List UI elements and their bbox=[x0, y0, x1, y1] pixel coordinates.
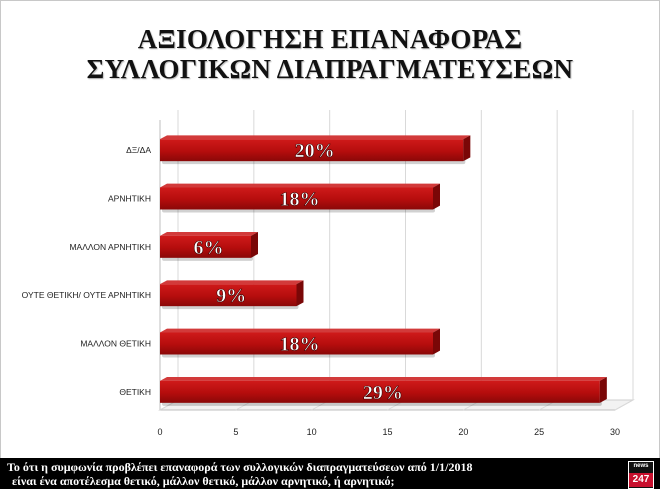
question-line-1: Το ότι η συμφωνία προβλέπει επαναφορά τω… bbox=[7, 460, 473, 474]
category-label: ΟΥΤΕ ΘΕΤΙΚΗ/ ΟΥΤΕ ΑΡΝΗΤΙΚΗ bbox=[22, 290, 151, 300]
bar: 20% bbox=[160, 135, 471, 165]
x-tick-label: 15 bbox=[382, 427, 392, 437]
bars: 20% 18% 6% 9% 18% 29% bbox=[160, 135, 607, 406]
bar-top-face bbox=[160, 280, 304, 285]
bar-top-face bbox=[160, 135, 471, 140]
bar-front-face bbox=[160, 187, 433, 210]
bar-top-face bbox=[160, 183, 440, 188]
logo-bottom-text: 247 bbox=[629, 473, 653, 487]
news247-logo: news 247 bbox=[628, 461, 654, 489]
bar-data-label: 6% bbox=[194, 237, 224, 259]
x-tick-label: 25 bbox=[534, 427, 544, 437]
chart-title-line-2: ΣΥΛΛΟΓΙΚΩΝ ΔΙΑΠΡΑΓΜΑΤΕΥΣΕΩΝ bbox=[86, 54, 574, 84]
bar: 6% bbox=[160, 231, 258, 261]
bar: 18% bbox=[160, 183, 440, 213]
bar-front-face bbox=[160, 139, 464, 162]
category-label: ΜΑΛΛΟΝ ΘΕΤΙΚΗ bbox=[80, 339, 151, 349]
x-tick-label: 10 bbox=[307, 427, 317, 437]
bar-data-label: 29% bbox=[363, 382, 403, 404]
x-tick-label: 5 bbox=[233, 427, 238, 437]
category-label: ΔΞ/ΔΑ bbox=[126, 145, 151, 155]
gridline bbox=[614, 110, 634, 411]
bar-top-face bbox=[160, 231, 258, 236]
bar-end-face bbox=[433, 328, 440, 355]
bar-front-face bbox=[160, 332, 433, 355]
chart-title: ΑΞΙΟΛΟΓΗΣΗ ΕΠΑΝΑΦΟΡΑΣ ΣΥΛΛΟΓΙΚΩΝ ΔΙΑΠΡΑΓ… bbox=[0, 24, 660, 84]
bar: 29% bbox=[160, 376, 607, 406]
bar-top-face bbox=[160, 328, 440, 333]
category-label: ΜΑΛΛΟΝ ΑΡΝΗΤΙΚΗ bbox=[69, 242, 151, 252]
bar-data-label: 18% bbox=[280, 189, 320, 211]
question-line-2: είναι ένα αποτέλεσμα θετικό, μάλλον θετι… bbox=[12, 474, 395, 488]
category-label: ΘΕΤΙΚΗ bbox=[119, 387, 151, 397]
bar-front-face bbox=[160, 284, 297, 307]
bar-end-face bbox=[251, 231, 258, 258]
bar-front-face bbox=[160, 380, 600, 403]
gridline bbox=[538, 110, 558, 411]
chart-title-line-1: ΑΞΙΟΛΟΓΗΣΗ ΕΠΑΝΑΦΟΡΑΣ bbox=[137, 24, 523, 54]
category-labels: ΔΞ/ΔΑ ΑΡΝΗΤΙΚΗ ΜΑΛΛΟΝ ΑΡΝΗΤΙΚΗ ΟΥΤΕ ΘΕΤΙΚΗ/… bbox=[22, 145, 152, 397]
question-footer: Το ότι η συμφωνία προβλέπει επαναφορά τω… bbox=[0, 458, 660, 489]
bar-end-face bbox=[463, 135, 471, 162]
x-tick-label: 0 bbox=[157, 427, 162, 437]
bar: 18% bbox=[160, 328, 440, 358]
bar-chart: 20% 18% 6% 9% 18% 29% ΔΞ/ΔΑ ΑΡΝΗΤΙΚΗ ΜΑΛΛΟΝ ΑΡΝ… bbox=[22, 110, 635, 437]
x-tick-labels: 0 5 10 15 20 25 30 bbox=[157, 427, 620, 437]
bar-end-face bbox=[599, 376, 607, 403]
bar-end-face bbox=[433, 183, 440, 210]
bar-front-face bbox=[160, 235, 251, 258]
bar-end-face bbox=[296, 280, 304, 307]
bar-data-label: 9% bbox=[216, 285, 246, 307]
bar-data-label: 18% bbox=[280, 334, 320, 356]
logo-top-text: news bbox=[633, 463, 649, 469]
x-tick-label: 30 bbox=[610, 427, 620, 437]
bar: 9% bbox=[160, 280, 304, 310]
bar-data-label: 20% bbox=[295, 140, 335, 162]
bar-top-face bbox=[160, 376, 607, 381]
category-label: ΑΡΝΗΤΙΚΗ bbox=[108, 194, 151, 204]
x-tick-label: 20 bbox=[458, 427, 468, 437]
